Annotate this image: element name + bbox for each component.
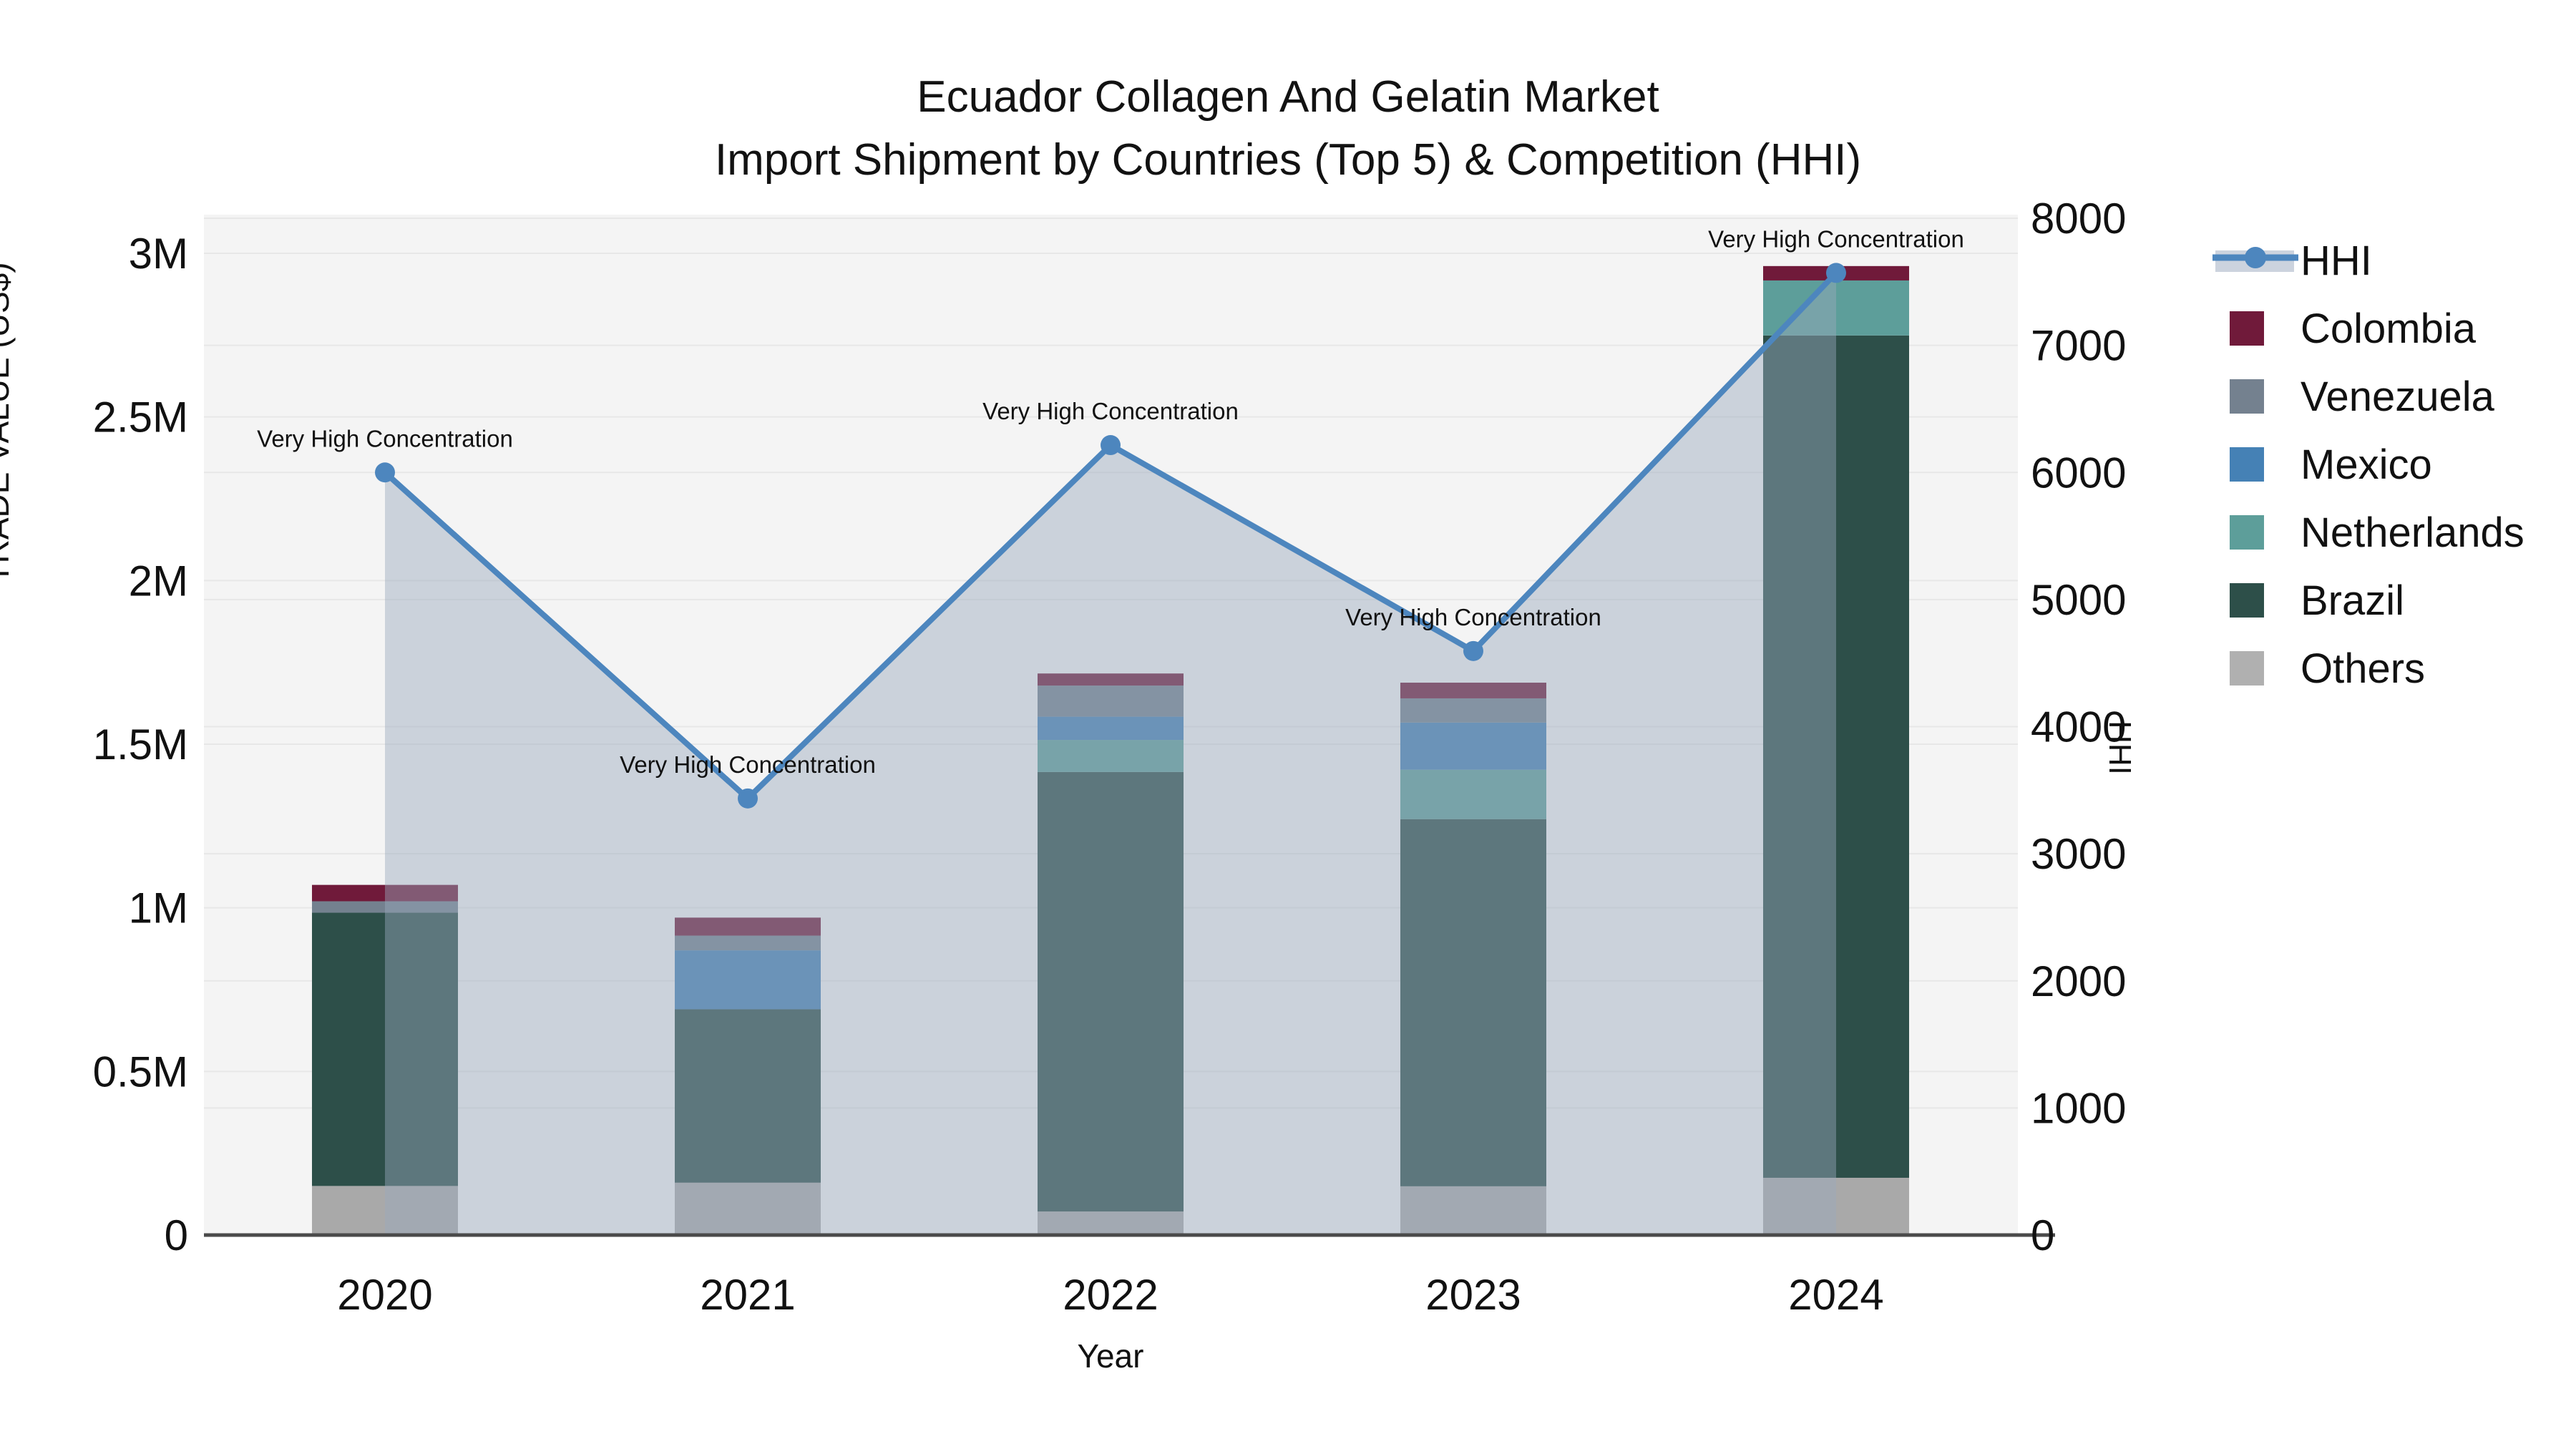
chart-title-line2: Import Shipment by Countries (Top 5) & C… [714, 135, 1862, 185]
bar-segment-colombia-2021 [675, 917, 821, 936]
x-tick-2021: 2021 [700, 1271, 795, 1319]
bar-segment-others-2024 [1763, 1177, 1909, 1235]
y-right-tick: 0 [2031, 1211, 2054, 1259]
hhi-marker-2023 [1463, 640, 1483, 661]
bar-segment-others-2023 [1400, 1186, 1546, 1235]
bar-segment-venezuela-2020 [312, 901, 458, 913]
x-tick-2024: 2024 [1788, 1271, 1883, 1319]
y-right-tick: 4000 [2031, 703, 2126, 751]
bar-segment-netherlands-2022 [1038, 740, 1184, 772]
bar-segment-colombia-2022 [1038, 673, 1184, 686]
bar-segment-venezuela-2021 [675, 935, 821, 951]
bar-segment-others-2021 [675, 1182, 821, 1235]
bar-segment-brazil-2021 [675, 1009, 821, 1183]
chart-title: Ecuador Collagen And Gelatin Market Impo… [0, 66, 2576, 192]
y-left-tick: 1M [129, 884, 188, 932]
y-left-tick: 3M [129, 230, 188, 278]
y-left-tick: 2M [129, 557, 188, 605]
legend-label-colombia: Colombia [2301, 306, 2477, 352]
legend-swatch-netherlands [2230, 515, 2264, 550]
bar-segment-brazil-2023 [1400, 819, 1546, 1186]
x-axis-label: Year [1077, 1337, 1144, 1375]
y-right-tick: 6000 [2031, 449, 2126, 497]
y-left-tick: 1.5M [93, 721, 188, 769]
y-right-tick: 5000 [2031, 576, 2126, 624]
x-tick-2020: 2020 [337, 1271, 432, 1319]
y-right-tick: 1000 [2031, 1084, 2126, 1132]
bar-segment-brazil-2022 [1038, 771, 1184, 1212]
y-left-tick: 0.5M [93, 1048, 188, 1096]
x-tick-2023: 2023 [1425, 1271, 1521, 1319]
bar-segment-mexico-2022 [1038, 716, 1184, 741]
legend-label-mexico: Mexico [2301, 441, 2432, 488]
bar-segment-mexico-2021 [675, 950, 821, 1010]
annotation-2023: Very High Concentration [1345, 604, 1601, 630]
y-right-tick: 7000 [2031, 322, 2126, 370]
bar-segment-netherlands-2023 [1400, 769, 1546, 819]
legend-label-hhi: HHI [2301, 238, 2372, 284]
legend-label-others: Others [2301, 645, 2425, 692]
y-left-tick: 0 [165, 1211, 188, 1259]
x-tick-2022: 2022 [1063, 1271, 1158, 1319]
bar-segment-colombia-2020 [312, 884, 458, 902]
legend-label-brazil: Brazil [2301, 577, 2404, 624]
annotation-2022: Very High Concentration [982, 398, 1239, 424]
annotation-2020: Very High Concentration [257, 425, 513, 452]
chart-title-line1: Ecuador Collagen And Gelatin Market [917, 72, 1659, 122]
hhi-area-fill [385, 273, 1836, 1235]
hhi-marker-2022 [1101, 435, 1121, 456]
legend-swatch-brazil [2230, 583, 2264, 618]
y-right-tick: 2000 [2031, 957, 2126, 1005]
bar-segment-others-2022 [1038, 1211, 1184, 1235]
legend-hhi-marker-icon [2245, 247, 2266, 268]
y-right-tick: 8000 [2031, 195, 2126, 243]
legend-label-netherlands: Netherlands [2301, 509, 2524, 556]
bar-segment-venezuela-2022 [1038, 686, 1184, 717]
hhi-marker-2020 [375, 462, 395, 483]
hhi-marker-2024 [1826, 263, 1846, 283]
annotation-2024: Very High Concentration [1708, 225, 1964, 252]
bar-segment-colombia-2023 [1400, 683, 1546, 698]
legend-swatch-venezuela [2230, 379, 2264, 414]
annotation-2021: Very High Concentration [620, 751, 876, 778]
bar-segment-brazil-2024 [1763, 335, 1909, 1178]
legend-swatch-mexico [2230, 447, 2264, 482]
bar-segment-mexico-2023 [1400, 722, 1546, 770]
bar-segment-brazil-2020 [312, 912, 458, 1186]
hhi-marker-2021 [738, 788, 758, 809]
y-right-tick: 3000 [2031, 830, 2126, 878]
bar-segment-others-2020 [312, 1186, 458, 1235]
legend-swatch-others [2230, 651, 2264, 686]
bar-segment-venezuela-2023 [1400, 698, 1546, 723]
y-left-tick: 2.5M [93, 394, 188, 441]
legend-label-venezuela: Venezuela [2301, 374, 2495, 420]
legend-swatch-colombia [2230, 311, 2264, 346]
